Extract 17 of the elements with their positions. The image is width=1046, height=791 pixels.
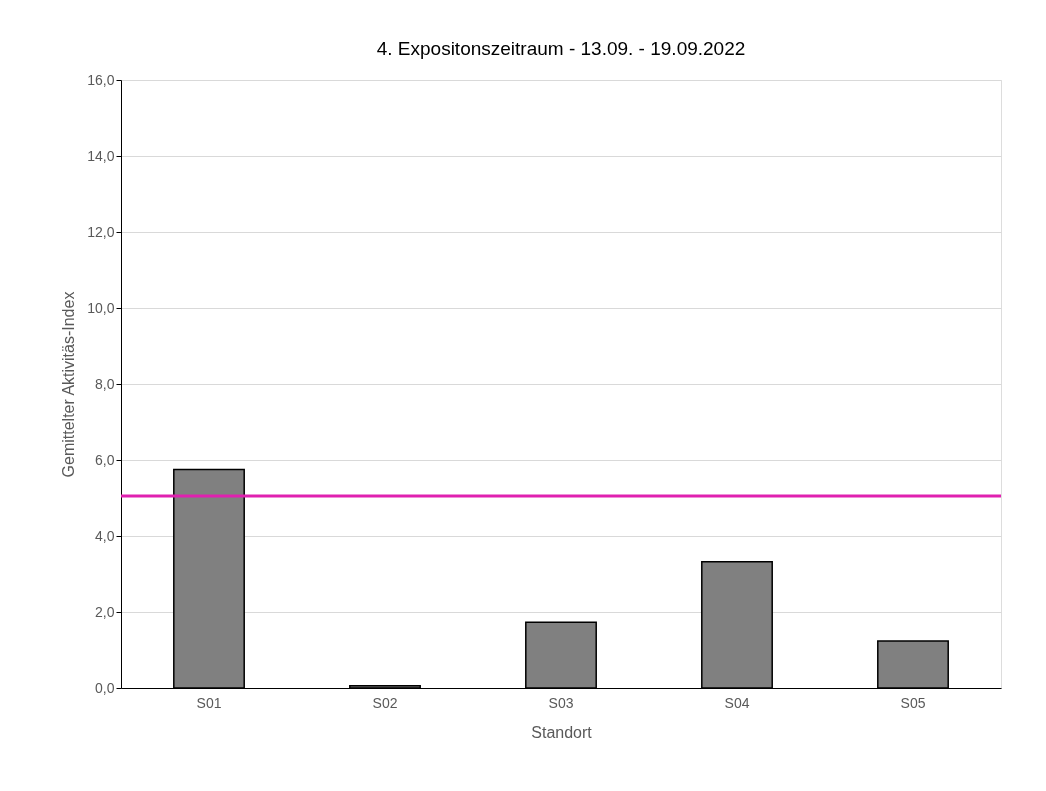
x-tick-label: S01 bbox=[196, 694, 222, 711]
x-tick-label: S04 bbox=[724, 694, 750, 711]
y-tick-label: 14,0 bbox=[87, 147, 115, 164]
y-tick-label: 12,0 bbox=[87, 223, 115, 240]
x-tick-label: S03 bbox=[548, 694, 574, 711]
x-tick-label: S05 bbox=[900, 694, 926, 711]
y-axis-title: Gemittelter Aktivitäs-Index bbox=[60, 291, 78, 478]
y-tick-label: 4,0 bbox=[95, 527, 115, 544]
chart-title: 4. Expositonszeitraum - 13.09. - 19.09.2022 bbox=[376, 38, 746, 59]
y-tick-label: 8,0 bbox=[95, 375, 115, 392]
x-tick-label: S02 bbox=[372, 694, 398, 711]
y-tick-label: 0,0 bbox=[95, 679, 115, 696]
y-tick-label: 2,0 bbox=[95, 603, 115, 620]
y-tick-label: 16,0 bbox=[87, 71, 115, 88]
y-tick-label: 10,0 bbox=[87, 299, 115, 316]
y-tick-label: 6,0 bbox=[95, 451, 115, 468]
x-axis-title: Standort bbox=[531, 723, 593, 741]
